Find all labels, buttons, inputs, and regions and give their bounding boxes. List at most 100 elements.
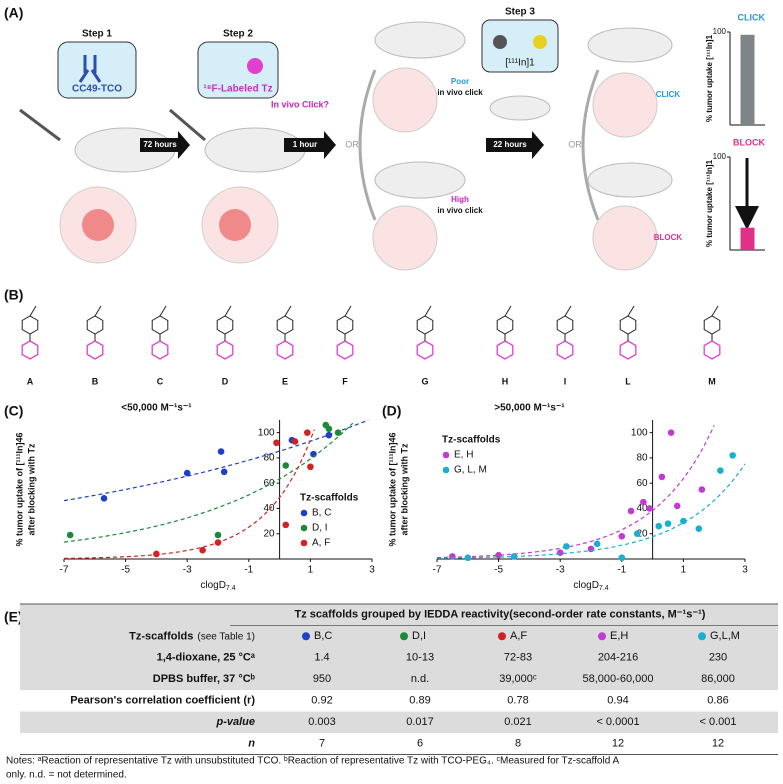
point xyxy=(334,429,342,436)
point xyxy=(717,467,724,474)
syringe xyxy=(19,108,61,142)
arrow xyxy=(140,131,190,159)
or-label: OR xyxy=(568,139,582,149)
x-tick-label: 3 xyxy=(742,565,748,576)
legend-title: Tz-scaffolds xyxy=(442,435,501,446)
row-band xyxy=(20,711,778,733)
bar xyxy=(740,34,755,125)
ring xyxy=(86,315,104,335)
column-swatch xyxy=(400,632,408,641)
panel-label: (E) xyxy=(4,609,23,625)
legend-label: A, F xyxy=(312,538,330,549)
chart-title: BLOCK xyxy=(733,137,765,147)
bond xyxy=(29,305,37,317)
x-tick-label: 3 xyxy=(369,565,375,576)
column-swatch xyxy=(498,632,506,641)
point xyxy=(640,498,647,506)
header-note: (see Table 1) xyxy=(197,631,255,642)
x-tick-label: -5 xyxy=(494,565,503,576)
ring xyxy=(216,315,234,335)
structure-label: C xyxy=(157,376,164,386)
bubble xyxy=(57,41,137,99)
y-axis-label: % tumor uptake [¹¹¹In]1 xyxy=(705,159,714,247)
panel-label: (A) xyxy=(4,5,23,21)
x-tick-label: -7 xyxy=(60,565,69,576)
legend-label: E, H xyxy=(454,450,473,461)
tetrazine xyxy=(416,340,434,360)
column-header: D,I xyxy=(412,630,426,642)
column-swatch xyxy=(698,632,706,641)
structure-label: A xyxy=(27,376,34,386)
bond xyxy=(284,305,292,317)
point xyxy=(214,531,222,539)
x-axis-label-main: clogD xyxy=(200,580,226,591)
y-tick-label: 40 xyxy=(263,503,275,514)
point xyxy=(325,431,333,439)
column-header: E,H xyxy=(610,630,628,642)
point xyxy=(655,522,663,530)
cell: 0.94 xyxy=(607,695,628,707)
point xyxy=(646,505,653,512)
y-axis-label: after blocking with Tz xyxy=(399,443,409,536)
point xyxy=(664,520,672,527)
step-text: [¹¹¹In]1 xyxy=(505,58,535,69)
point xyxy=(698,486,706,493)
cell: 1.4 xyxy=(314,652,329,664)
tumor-view xyxy=(372,67,438,133)
cell: 0.021 xyxy=(504,716,532,728)
y-tick-label: 100 xyxy=(713,27,727,36)
x-tick-label: -7 xyxy=(433,565,442,576)
cell: 12 xyxy=(712,738,724,750)
step-label: Step 3 xyxy=(505,7,535,18)
cell: 204-216 xyxy=(598,652,638,664)
y-tick-label: 40 xyxy=(636,503,648,514)
point xyxy=(627,507,635,515)
x-tick-label: -5 xyxy=(121,565,130,576)
arrow xyxy=(486,131,544,159)
y-tick-label: 100 xyxy=(258,427,275,438)
cell: 58,000-60,000 xyxy=(583,673,654,685)
outcome-sub: in vivo click xyxy=(437,88,483,97)
outcome: CLICK xyxy=(656,90,681,99)
antibody-icon xyxy=(78,55,102,83)
point xyxy=(680,517,687,525)
cell: 39,000ᶜ xyxy=(499,673,537,685)
cell: 0.78 xyxy=(507,695,528,707)
structure-label: F xyxy=(342,376,348,386)
x-tick-label: 1 xyxy=(681,565,687,576)
point xyxy=(633,530,641,538)
bond xyxy=(627,305,635,317)
mouse xyxy=(374,21,466,59)
ring xyxy=(21,315,39,335)
structure-label: B xyxy=(92,376,99,386)
point xyxy=(556,549,564,556)
cell: 6 xyxy=(417,738,423,750)
legend-swatch xyxy=(442,451,450,459)
panel-label: (D) xyxy=(382,403,401,419)
tumor-view xyxy=(372,205,438,271)
row-label: n xyxy=(248,738,255,750)
point xyxy=(618,554,626,562)
row-label: 1,4-dioxane, 25 °Cᵃ xyxy=(157,652,256,664)
row-band xyxy=(20,625,778,647)
cell: 0.92 xyxy=(311,695,332,707)
ring xyxy=(336,315,354,335)
tetrazine xyxy=(151,340,169,360)
structure-label: H xyxy=(502,376,509,386)
cell: 12 xyxy=(612,738,624,750)
bond xyxy=(504,305,512,317)
bond xyxy=(224,305,232,317)
structure-label: M xyxy=(708,376,716,386)
bond xyxy=(159,305,167,317)
cell: 86,000 xyxy=(701,673,735,685)
structure-label: I xyxy=(564,376,567,386)
row-band xyxy=(20,647,778,669)
point xyxy=(307,463,314,471)
mouse xyxy=(587,27,673,63)
time-label: 72 hours xyxy=(143,140,177,149)
bond xyxy=(564,305,572,317)
tetrazine xyxy=(619,340,637,360)
point xyxy=(587,545,595,553)
question: In vivo Click? xyxy=(271,99,329,109)
cell: < 0.001 xyxy=(699,716,736,728)
